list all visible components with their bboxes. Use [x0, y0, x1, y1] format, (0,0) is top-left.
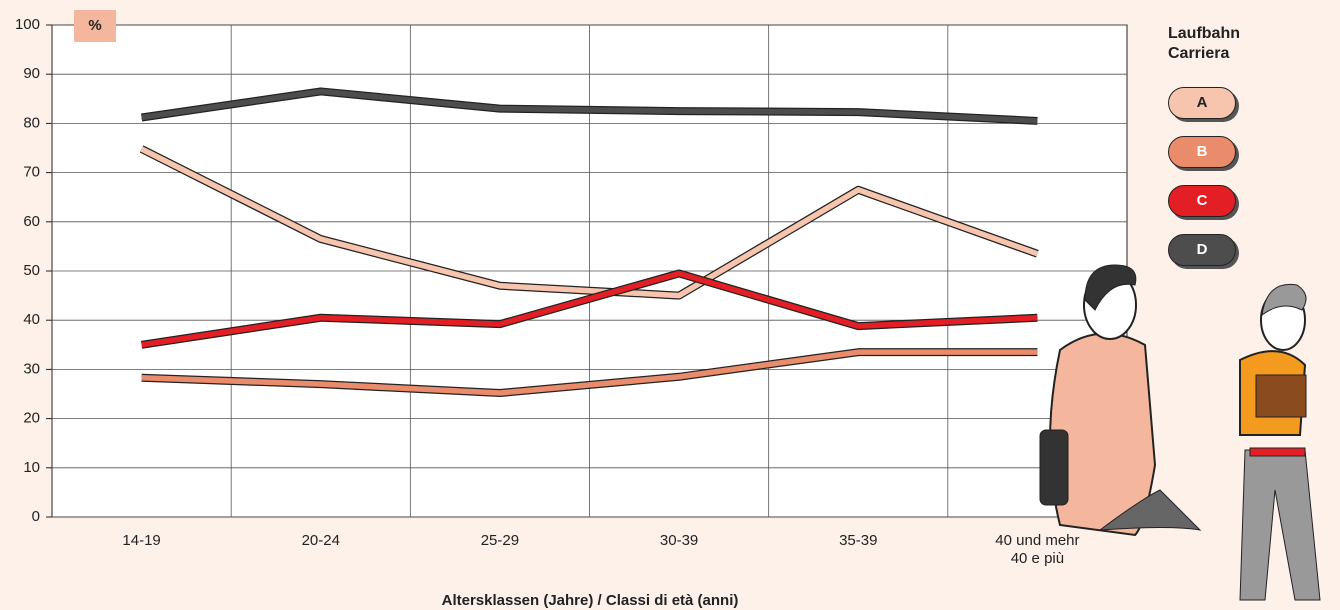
y-axis-label: % [74, 10, 116, 42]
legend-entry: C [1168, 185, 1236, 217]
x-tick-label: 14-19 [122, 532, 161, 549]
line [141, 349, 1038, 396]
legend-title: Laufbahn Carriera [1168, 25, 1240, 62]
x-tick-label: 30-39 [659, 532, 699, 549]
x-tick-label: 20-24 [301, 532, 340, 549]
line [141, 88, 1038, 124]
y-tick-label: 60 [23, 213, 40, 230]
x-tick-label: 35-39 [839, 532, 878, 549]
y-tick-label: 70 [23, 164, 40, 181]
x-axis-title: Altersklassen (Jahre) / Classi di età (a… [441, 592, 739, 609]
legend-entry: B [1168, 136, 1236, 168]
legend-entry: A [1168, 87, 1236, 119]
y-tick-label: 90 [23, 65, 40, 82]
x-tick-label: 25-29 [480, 532, 520, 549]
y-tick-label: 80 [23, 114, 40, 131]
y-tick-label: 0 [32, 508, 40, 525]
line [141, 270, 1038, 348]
y-tick-label: 50 [23, 262, 40, 279]
x-tick-label: 40 und mehr 40 e più [995, 532, 1080, 567]
y-tick-label: 30 [23, 360, 40, 377]
y-tick-label: 100 [15, 16, 40, 33]
illustration [1039, 264, 1321, 601]
y-tick-label: 20 [23, 410, 40, 427]
line [140, 146, 1039, 299]
legend-entry: D [1168, 234, 1236, 266]
y-tick-label: 40 [23, 311, 40, 328]
y-tick-label: 10 [23, 459, 40, 476]
